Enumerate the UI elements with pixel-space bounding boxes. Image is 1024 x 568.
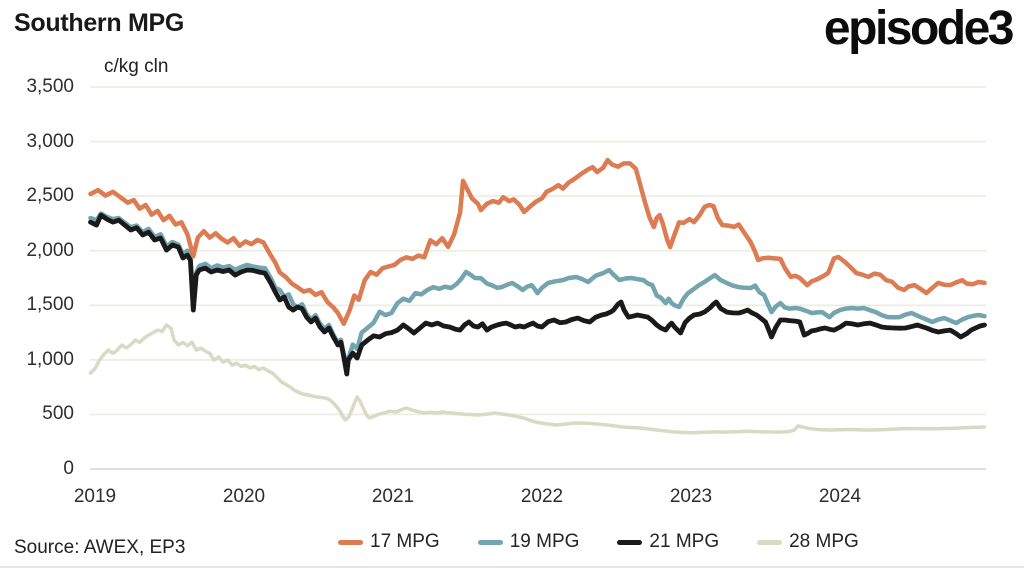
legend-item-19-mpg: 19 MPG: [477, 531, 580, 553]
y-axis-tick-label: 1,500: [26, 294, 74, 316]
legend-item-28-mpg: 28 MPG: [757, 531, 859, 553]
series-line-17-mpg: [88, 157, 987, 327]
episode3-logo: episode3: [823, 2, 1015, 55]
page-title: Southern MPG: [14, 9, 185, 37]
bottom-divider: [0, 566, 1024, 568]
x-axis-tick-label: 2021: [371, 486, 415, 507]
x-axis-tick-label: 2022: [520, 486, 564, 507]
legend-label: 28 MPG: [789, 531, 859, 552]
y-axis-tick-label: 3,500: [26, 76, 74, 97]
x-axis-tick-label: 2019: [73, 486, 117, 507]
legend-item-21-mpg: 21 MPG: [617, 531, 719, 553]
legend-swatch-21-mpg: [617, 539, 643, 545]
y-axis-tick-label: 3,000: [26, 130, 74, 152]
y-axis-tick-label: 0: [63, 458, 74, 479]
series-line-28-mpg: [88, 323, 987, 435]
y-axis-unit-label: c/kg cln: [104, 56, 169, 77]
legend-swatch-17-mpg: [338, 539, 363, 545]
y-axis-tick-label: 2,000: [26, 239, 74, 261]
series-line-21-mpg: [88, 212, 987, 377]
x-axis-tick-label: 2024: [818, 486, 862, 507]
y-axis-tick-label: 500: [42, 403, 74, 425]
legend-item-17-mpg: 17 MPG: [338, 531, 440, 553]
legend-label: 21 MPG: [649, 531, 720, 552]
source-note: Source: AWEX, EP3: [14, 537, 186, 558]
legend-swatch-19-mpg: [477, 539, 503, 545]
legend-label: 17 MPG: [370, 531, 440, 552]
legend-swatch-28-mpg: [757, 539, 783, 545]
y-axis-tick-label: 2,500: [26, 185, 74, 207]
chart-legend: 17 MPG 19 MPG 21 MPG 28 MPG: [338, 531, 859, 553]
x-axis-tick-label: 2020: [222, 486, 266, 507]
y-axis-tick-label: 1,000: [26, 348, 74, 370]
legend-label: 19 MPG: [509, 531, 580, 552]
x-axis-tick-label: 2023: [669, 486, 713, 507]
series-line-19-mpg: [88, 211, 987, 367]
